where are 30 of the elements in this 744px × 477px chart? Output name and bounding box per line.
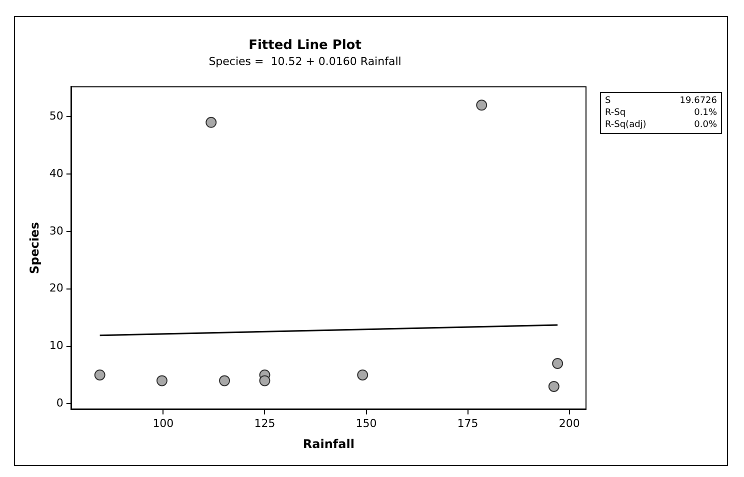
y-tick-label: 20 [49, 282, 64, 295]
text: R-Sq [605, 107, 627, 119]
x-tick-label: 150 [356, 416, 377, 430]
text: 0.1% [693, 107, 717, 119]
y-tick-label: 0 [56, 396, 64, 410]
y-tick-label: 40 [49, 166, 64, 180]
chart-subtitle: Species = 10.52 + 0.0160 Rainfall [208, 55, 402, 68]
point [357, 369, 368, 380]
x-tick-label: 200 [558, 416, 580, 430]
text: 0.0% [693, 119, 717, 131]
point [156, 375, 168, 386]
y-axis-title: Species [27, 222, 42, 274]
point [259, 375, 270, 386]
x-tick-label: 125 [254, 416, 276, 430]
text: 19.6726 [680, 95, 717, 107]
point [219, 375, 230, 386]
point [94, 369, 106, 380]
text: S [605, 95, 612, 107]
chart-title: Fitted Line Plot [248, 38, 362, 54]
x-tick-label: 175 [457, 416, 478, 430]
point [552, 358, 564, 369]
y-tick-label: 50 [49, 110, 64, 123]
text: R-Sq(adj) [605, 119, 648, 131]
point [548, 380, 560, 392]
point [476, 100, 488, 111]
y-tick-label: 10 [49, 339, 64, 352]
x-axis-title: Rainfall [302, 436, 354, 451]
x-tick-label: 100 [152, 416, 174, 430]
y-tick-label: 30 [49, 224, 64, 238]
point [206, 116, 217, 128]
